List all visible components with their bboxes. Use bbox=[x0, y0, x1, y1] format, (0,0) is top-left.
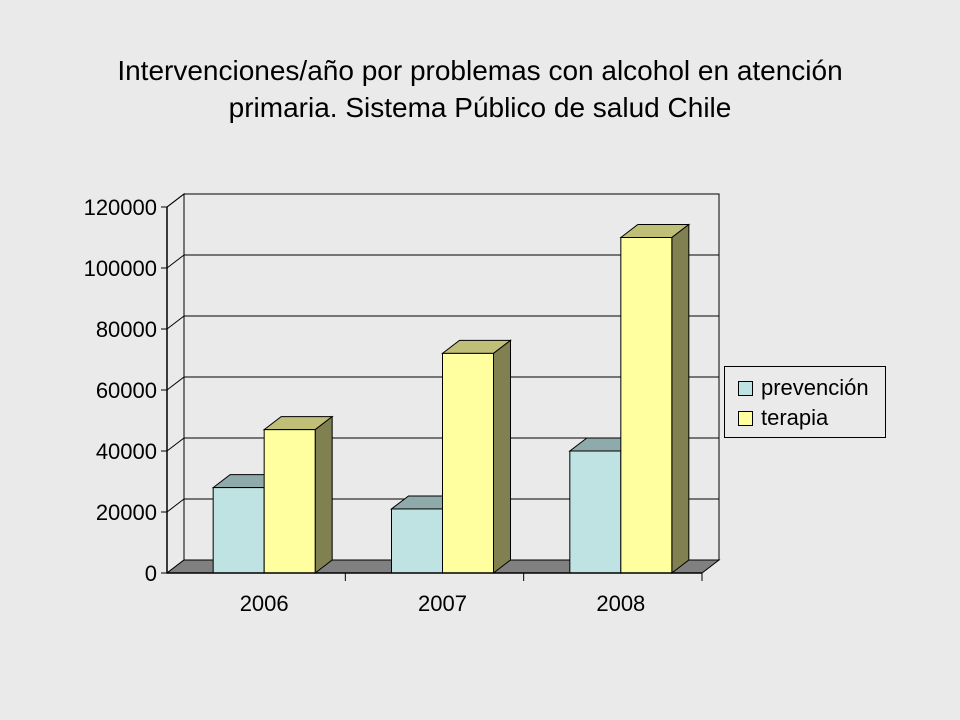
chart-title-line-1: Intervenciones/año por problemas con alc… bbox=[117, 55, 843, 86]
y-tick-label: 120000 bbox=[84, 195, 157, 220]
bar bbox=[212, 487, 265, 574]
bar bbox=[620, 237, 673, 574]
y-tick-label: 60000 bbox=[96, 378, 157, 403]
x-tick-label: 2006 bbox=[240, 591, 289, 616]
bar bbox=[263, 429, 316, 574]
legend: prevención terapia bbox=[724, 366, 886, 438]
bar-side bbox=[493, 339, 511, 575]
chart-title-line-2: primaria. Sistema Público de salud Chile bbox=[228, 92, 732, 123]
bar bbox=[442, 352, 494, 574]
chart-title: Intervenciones/año por problemas con alc… bbox=[40, 52, 920, 126]
legend-label-prevencion: prevención bbox=[761, 375, 869, 400]
bar bbox=[569, 450, 622, 574]
legend-item-prevencion: prevención bbox=[738, 375, 869, 400]
gridline-side bbox=[166, 498, 185, 513]
gridline-side bbox=[166, 315, 185, 330]
bar-side bbox=[671, 223, 690, 575]
x-tick-label: 2008 bbox=[596, 591, 645, 616]
y-tick-label: 40000 bbox=[96, 439, 157, 464]
bar bbox=[391, 508, 443, 574]
y-tick-label: 100000 bbox=[84, 256, 157, 281]
legend-label-terapia: terapia bbox=[761, 405, 829, 430]
legend-swatch-prevencion bbox=[738, 380, 753, 396]
gridline-side bbox=[166, 437, 185, 452]
gridline-side bbox=[166, 254, 185, 269]
bar-side bbox=[314, 415, 333, 575]
legend-swatch-terapia bbox=[738, 410, 753, 426]
y-tick-label: 20000 bbox=[96, 500, 157, 525]
y-tick-label: 80000 bbox=[96, 317, 157, 342]
gridline-side bbox=[166, 193, 185, 208]
gridline-side bbox=[166, 376, 185, 391]
y-tick-label: 0 bbox=[145, 561, 157, 586]
legend-item-terapia: terapia bbox=[738, 405, 829, 430]
x-tick-label: 2007 bbox=[418, 591, 467, 616]
